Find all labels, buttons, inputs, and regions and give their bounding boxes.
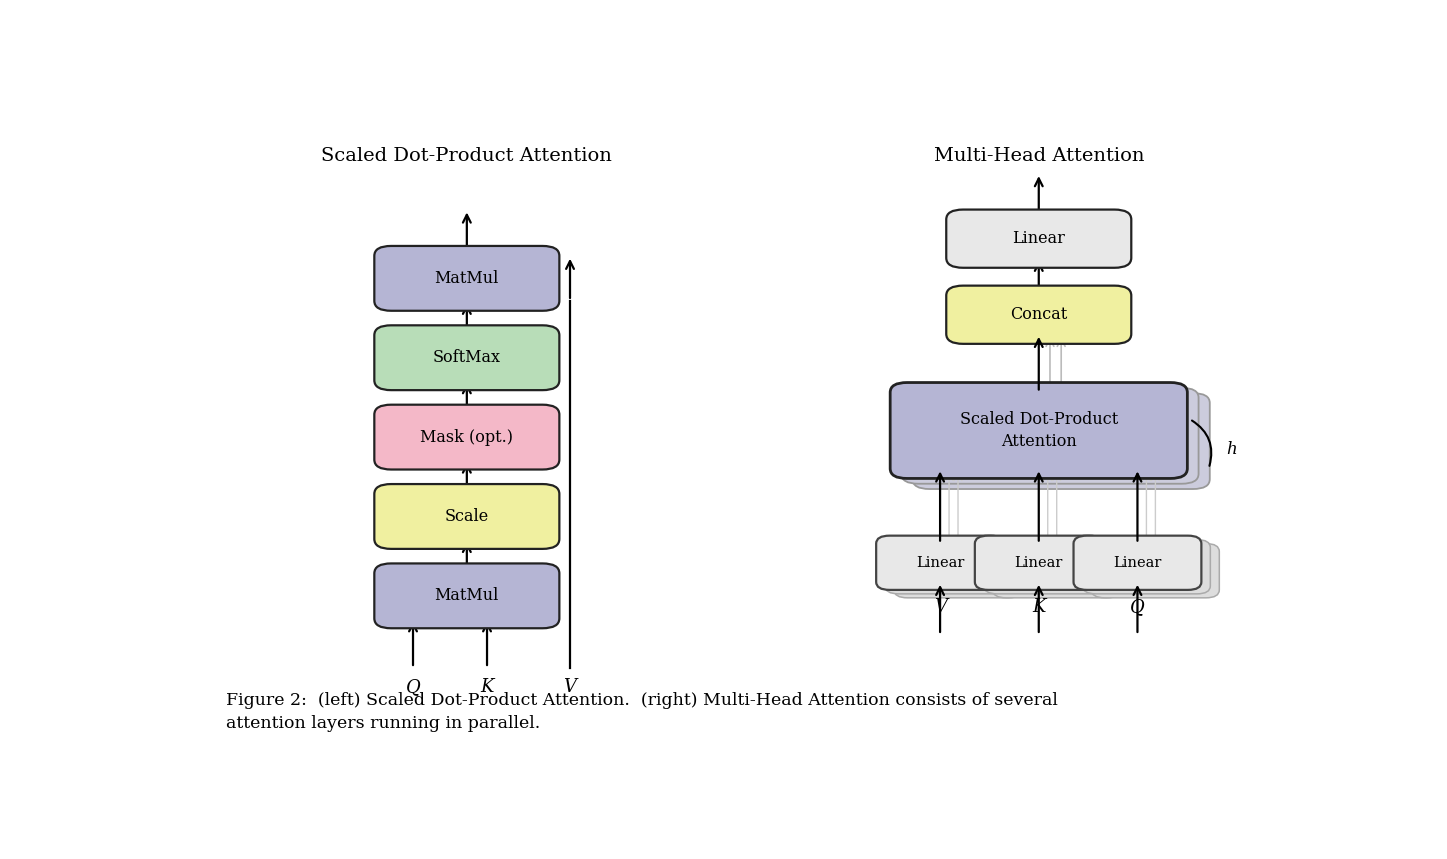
Text: Linear: Linear: [1113, 556, 1162, 570]
FancyBboxPatch shape: [1074, 536, 1201, 590]
FancyBboxPatch shape: [375, 246, 560, 311]
FancyBboxPatch shape: [1091, 544, 1220, 598]
FancyBboxPatch shape: [993, 544, 1120, 598]
Text: K: K: [1032, 599, 1046, 617]
Text: Q: Q: [405, 678, 421, 696]
Text: h: h: [1227, 441, 1237, 458]
FancyBboxPatch shape: [913, 393, 1210, 489]
FancyBboxPatch shape: [946, 286, 1132, 344]
FancyBboxPatch shape: [875, 536, 1004, 590]
Text: Q: Q: [1130, 599, 1145, 617]
FancyBboxPatch shape: [901, 387, 1198, 484]
Text: V: V: [563, 678, 576, 696]
FancyBboxPatch shape: [890, 382, 1188, 478]
Text: Linear: Linear: [1014, 556, 1064, 570]
Text: Multi-Head Attention: Multi-Head Attention: [933, 147, 1145, 165]
FancyBboxPatch shape: [946, 210, 1132, 268]
Text: K: K: [480, 678, 493, 696]
Text: Concat: Concat: [1010, 307, 1068, 323]
FancyBboxPatch shape: [375, 484, 560, 549]
FancyBboxPatch shape: [375, 405, 560, 470]
Text: V: V: [933, 599, 946, 617]
FancyBboxPatch shape: [1082, 539, 1210, 594]
FancyBboxPatch shape: [375, 564, 560, 628]
Text: Scaled Dot-Product
Attention: Scaled Dot-Product Attention: [959, 411, 1119, 450]
Text: MatMul: MatMul: [434, 588, 499, 605]
Text: Scale: Scale: [444, 508, 489, 525]
Text: Figure 2:  (left) Scaled Dot-Product Attention.  (right) Multi-Head Attention co: Figure 2: (left) Scaled Dot-Product Atte…: [226, 691, 1058, 732]
Text: SoftMax: SoftMax: [433, 350, 501, 366]
Text: Linear: Linear: [916, 556, 964, 570]
Text: MatMul: MatMul: [434, 270, 499, 287]
FancyBboxPatch shape: [975, 536, 1103, 590]
Text: Linear: Linear: [1013, 230, 1065, 247]
Text: Scaled Dot-Product Attention: Scaled Dot-Product Attention: [321, 147, 612, 165]
FancyBboxPatch shape: [375, 326, 560, 390]
FancyBboxPatch shape: [894, 544, 1022, 598]
Text: Mask (opt.): Mask (opt.): [420, 429, 514, 446]
FancyBboxPatch shape: [886, 539, 1013, 594]
FancyBboxPatch shape: [984, 539, 1111, 594]
